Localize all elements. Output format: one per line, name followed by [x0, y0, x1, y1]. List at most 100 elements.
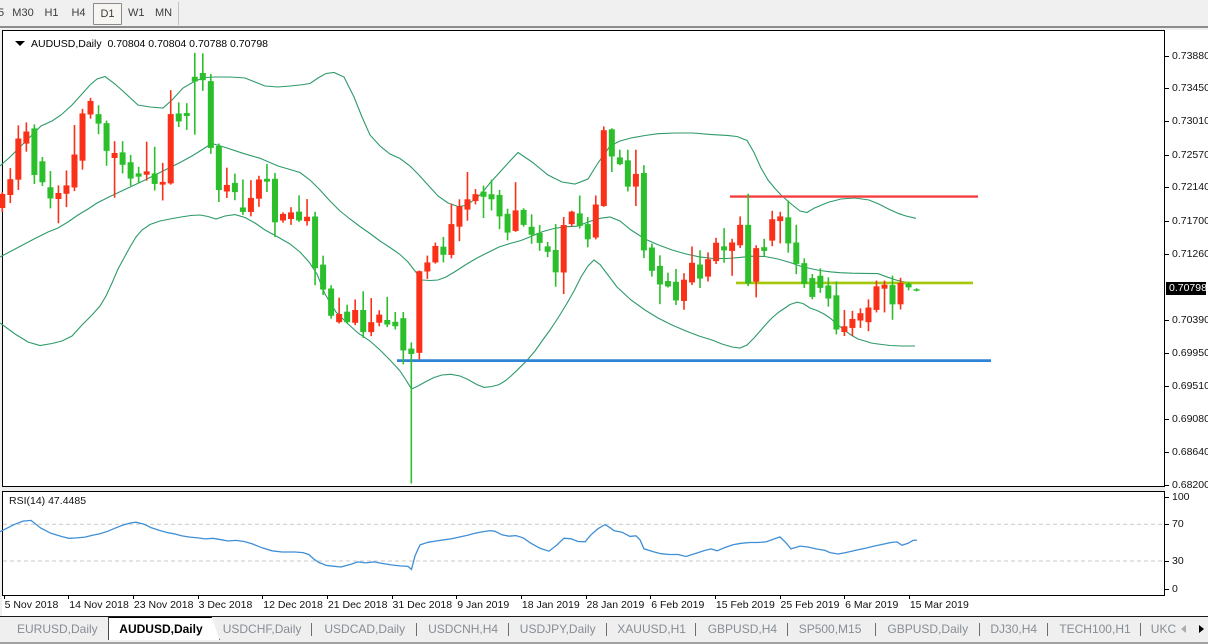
- chart-title-quotes: 0.70804 0.70804 0.70788 0.70798: [107, 38, 269, 50]
- period-button-MN[interactable]: MN: [154, 7, 173, 19]
- candle-body: [753, 248, 760, 282]
- period-button-D1[interactable]: D1: [93, 3, 122, 25]
- date-tick: [3, 595, 5, 599]
- candle-54: [432, 242, 439, 264]
- pane-divider[interactable]: [2, 487, 1165, 491]
- candlestick-chart: [0, 52, 991, 484]
- period-button-5[interactable]: 5: [0, 7, 5, 19]
- period-button-W1[interactable]: W1: [128, 7, 145, 19]
- candle-body: [817, 275, 824, 288]
- rsi-tick: [1165, 496, 1169, 498]
- date-tick: [456, 595, 458, 599]
- candle-body: [648, 247, 655, 271]
- tab-scroll-right-icon[interactable]: [1199, 625, 1204, 633]
- tab-UKC[interactable]: UKC: [1150, 622, 1177, 636]
- tab-XAUUSD-H1[interactable]: XAUUSD,H1: [617, 622, 686, 636]
- candle-105: [841, 310, 848, 337]
- candle-111: [889, 275, 896, 320]
- date-axis[interactable]: 5 Nov 2018 14 Nov 2018 23 Nov 2018 3 Dec 20…: [2, 595, 1206, 614]
- price-tick: [1165, 485, 1169, 487]
- rsi-pane[interactable]: RSI(14) 47.4485: [0, 491, 1165, 596]
- price-tick: [1165, 88, 1169, 90]
- candle-109: [873, 280, 880, 313]
- date-label: 3 Dec 2018: [198, 599, 253, 611]
- candle-18: [143, 141, 150, 181]
- tab-USDCAD-Daily[interactable]: USDCAD,Daily: [324, 622, 406, 636]
- price-label: 0.71260: [1172, 247, 1208, 260]
- candle-body: [600, 130, 607, 207]
- candle-body: [616, 157, 623, 165]
- date-tick: [844, 595, 846, 599]
- tab-USDCHF-Daily[interactable]: USDCHF,Daily: [222, 622, 302, 636]
- candle-82: [656, 255, 663, 305]
- rsi-scale-label: 0: [1172, 582, 1178, 595]
- date-tick: [908, 595, 910, 599]
- candle-body: [7, 179, 14, 195]
- price-tick: [1165, 220, 1169, 222]
- price-tick: [1165, 319, 1169, 321]
- price-tick: [1165, 352, 1169, 354]
- rsi-scale-label: 70: [1172, 518, 1184, 531]
- candle-86: [689, 246, 696, 286]
- tab-DJ30-H4[interactable]: DJ30,H4: [990, 622, 1038, 636]
- candle-body: [111, 152, 118, 158]
- candle-body: [296, 211, 303, 221]
- tab-AUDUSD-Daily[interactable]: AUDUSD,Daily: [108, 617, 219, 640]
- candle-body: [288, 212, 295, 219]
- date-label: 12 Dec 2018: [263, 599, 323, 611]
- tab-GBPUSD-H4[interactable]: GBPUSD,H4: [707, 622, 778, 636]
- candle-body: [215, 145, 222, 191]
- candle-body: [336, 314, 343, 323]
- candle-64: [512, 182, 519, 232]
- candle-body: [536, 232, 543, 243]
- rsi-tick: [1165, 560, 1169, 562]
- period-button-M30[interactable]: M30: [12, 7, 34, 19]
- candle-body: [344, 311, 351, 323]
- candle-37: [296, 195, 303, 222]
- date-tick: [585, 595, 587, 599]
- candle-body: [785, 217, 792, 244]
- chart-dropdown-arrow-icon[interactable]: [15, 41, 25, 46]
- tab-scroll-left-icon[interactable]: [1181, 625, 1186, 633]
- date-label: 31 Dec 2018: [392, 599, 453, 611]
- candle-114: [913, 288, 920, 292]
- candle-body: [432, 245, 439, 263]
- tab-EURUSD-Daily[interactable]: EURUSD,Daily: [17, 622, 98, 636]
- tab-SP500-M15[interactable]: SP500,M15: [798, 622, 862, 636]
- candle-51: [408, 342, 415, 484]
- candle-body: [456, 206, 463, 227]
- candle-72: [576, 195, 583, 229]
- tab-separator: [695, 623, 697, 636]
- period-button-H1[interactable]: H1: [44, 7, 59, 19]
- candle-103: [825, 277, 832, 307]
- candle-body: [207, 81, 214, 148]
- candle-body: [31, 128, 38, 175]
- tab-GBPUSD-Daily[interactable]: GBPUSD,Daily: [887, 622, 969, 636]
- candle-body: [199, 73, 206, 81]
- tab-TECH100-H1[interactable]: TECH100,H1: [1059, 622, 1131, 636]
- date-label: 25 Feb 2019: [780, 599, 840, 611]
- price-tick: [1165, 121, 1169, 123]
- candle-body: [913, 289, 920, 291]
- candle-69: [552, 224, 559, 287]
- candle-70: [560, 217, 567, 295]
- candle-body: [560, 225, 567, 273]
- price-axis[interactable]: 0.73880 0.73450 0.73010 0.72570 0.72140 0.717…: [1165, 30, 1208, 614]
- candle-body: [721, 246, 728, 251]
- price-label: 0.73010: [1172, 115, 1208, 128]
- candle-body: [737, 224, 744, 246]
- tab-USDJPY-Daily[interactable]: USDJPY,Daily: [519, 622, 596, 636]
- candle-28: [223, 167, 230, 199]
- candle-body: [39, 161, 46, 183]
- price-label: 0.71700: [1172, 214, 1208, 227]
- band-middle: [0, 142, 916, 285]
- candle-63: [504, 208, 511, 241]
- candle-body: [23, 131, 30, 144]
- main-chart-pane[interactable]: AUDUSD,Daily 0.70804 0.70804 0.70788 0.7…: [0, 30, 1165, 487]
- tab-USDCNH-H4[interactable]: USDCNH,H4: [428, 622, 499, 636]
- tab-separator: [508, 623, 510, 636]
- price-label: 0.70390: [1172, 313, 1208, 326]
- candle-43: [344, 304, 351, 324]
- period-button-H4[interactable]: H4: [71, 7, 86, 19]
- date-label: 6 Feb 2019: [651, 599, 705, 611]
